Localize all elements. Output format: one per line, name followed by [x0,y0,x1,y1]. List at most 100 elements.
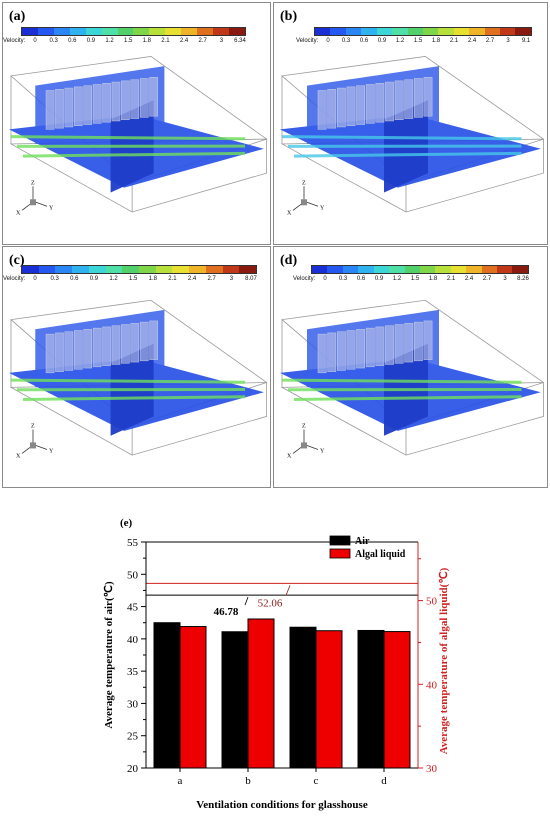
y2-tick-label: 30 [426,763,438,775]
axis-y-label: Y [320,448,325,454]
culture-column [337,332,345,371]
panel-label-e: (e) [120,517,133,529]
annotation-air-max: 46.78 [214,606,239,618]
culture-column [357,86,365,125]
axis-x-line [293,204,301,210]
axis-z-label: Z [302,180,306,186]
axis-z-label: Z [31,180,35,186]
velocity-streak [282,380,522,382]
panel-label: (a) [9,9,25,25]
y-tick-label: 40 [127,634,139,646]
colorbar-tick-label: 2.1 [168,276,176,282]
colorbar-tick-label: 3 [503,276,506,282]
axis-x-label: X [287,453,292,459]
axis-y-label: Y [49,205,54,211]
colorbar [21,27,246,36]
legend-swatch-algal-liquid [330,549,350,558]
colorbar-tick-label: 1.8 [149,276,157,282]
colorbar-tick-label: 0.6 [68,38,76,44]
colorbar-tick-label: 1.8 [432,38,440,44]
culture-column [366,328,374,367]
culture-column [93,328,101,367]
x-tick-label: b [245,775,251,787]
culture-column [84,329,92,368]
culture-column [112,82,120,121]
y-tick-label: 35 [127,666,139,678]
culture-column [376,83,384,122]
culture-column [131,80,139,119]
axis-x-line [22,204,30,210]
colorbar-tick-label: 1.2 [105,38,113,44]
colorbar-tick-label: 6.34 [234,38,246,44]
colorbar-tick-label: 2.4 [465,276,473,282]
culture-column [140,78,148,117]
bar-air-c [290,627,316,768]
axis-y-line [36,202,47,206]
colorbar [311,265,529,274]
culture-column [318,334,326,373]
colorbar-tick-label: 2.4 [180,38,188,44]
culture-column [121,325,129,364]
colorbar-tick-label: 0.9 [378,38,386,44]
culture-column [347,87,355,126]
y2-tick-label: 50 [426,596,438,608]
axis-y-line [307,202,318,206]
culture-column [376,327,384,366]
colorbar-tick-label: 1.2 [393,276,401,282]
colorbar-tick-label: 2.4 [188,276,196,282]
colorbar-tick-label: 0.9 [90,276,98,282]
bar-algal-liquid-a [180,627,206,768]
y2-axis-title: Average temperature of algal liquid(℃) [438,567,450,754]
colorbar-tick-label: 0 [33,38,36,44]
axis-z-label: Z [302,423,306,429]
panel-label: (b) [280,9,297,25]
y-tick-label: 25 [127,731,139,743]
colorbar-tick-label: 1.8 [143,38,151,44]
bar-algal-liquid-b [248,619,274,768]
colorbar-tick-label: 0.3 [50,276,58,282]
axis-x-line [293,447,301,453]
colorbar-tick-label: 0.3 [342,38,350,44]
culture-column [74,331,82,370]
annotation-leader [286,585,290,595]
colorbar-tick-label: 2.4 [468,38,476,44]
axis-x-label: X [16,210,21,216]
colorbar-tick-label: 2.7 [208,276,216,282]
axis-x-label: X [287,210,292,216]
colorbar [314,27,532,36]
culture-column [424,77,432,116]
colorbar-tick-label: 1.8 [429,276,437,282]
culture-column [328,89,336,128]
culture-column [93,84,101,123]
x-tick-label: c [314,775,319,787]
y2-tick-label: 40 [426,679,438,691]
culture-column [103,83,111,122]
culture-column [395,81,403,120]
colorbar-tick-label: 0 [323,276,326,282]
culture-column [65,88,73,127]
culture-column [357,329,365,368]
axis-y-label: Y [320,205,325,211]
x-axis-title: Ventilation conditions for glasshouse [196,799,368,811]
axis-y-line [36,445,47,449]
culture-column [65,332,73,371]
culture-column [140,322,148,361]
colorbar-tick-label: 2.7 [486,38,494,44]
culture-column [347,331,355,370]
axis-cube [301,442,307,448]
colorbar-tick-label: 1.5 [124,38,132,44]
culture-column [328,333,336,372]
colorbar-tick-label: 1.5 [129,276,137,282]
culture-column [424,321,432,360]
colorbar-tick-label: 1.2 [109,276,117,282]
y-tick-label: 20 [127,763,139,775]
axis-z-label: Z [31,423,35,429]
colorbar-tick-label: 2.7 [199,38,207,44]
